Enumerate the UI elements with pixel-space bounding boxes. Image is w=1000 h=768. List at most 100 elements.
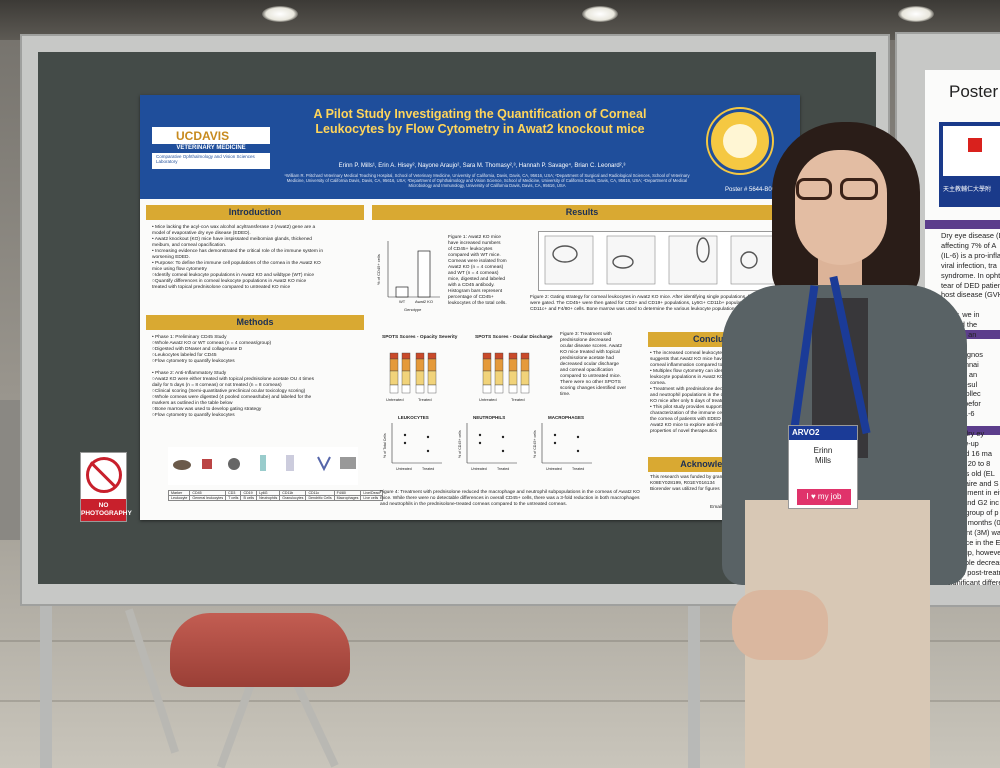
stacked-bar-segment xyxy=(482,384,492,394)
ceiling-light xyxy=(262,6,298,22)
red-cross-icon xyxy=(968,138,982,152)
marker-cell: General leukocytes xyxy=(189,495,227,501)
conclusions-line: properties of novel therapeutics xyxy=(650,429,717,434)
conclusions-line: • Multiplex flow cytometry can identify xyxy=(650,369,730,374)
methods-line: daily for 5 days (n = 8 corneas) or not … xyxy=(152,383,282,388)
stacked-bar-segment xyxy=(494,358,504,372)
stacked-bar-segment xyxy=(415,370,425,386)
gating-plot xyxy=(606,235,656,285)
methods-heading: Methods xyxy=(146,315,364,330)
workflow-svg xyxy=(173,455,356,472)
conclusions-line: corneal inflammation compared to WT xyxy=(650,363,732,368)
intro-line: worsening EDED. xyxy=(152,255,190,260)
fig4-point xyxy=(403,433,407,437)
fig2-gating-plots xyxy=(538,231,792,291)
poster-number: Poster # 5644-B0027 xyxy=(725,187,782,193)
second-poster-title: Poster xyxy=(949,82,999,101)
fig4-untreated-label: Untreated xyxy=(471,467,487,471)
fig1-caption: Figure 1: Awat2 KO mice have increased nu… xyxy=(448,235,526,307)
second-poster-line: host disease (GVH xyxy=(941,290,1000,300)
intro-line: meibum, and corneal opacification. xyxy=(152,243,227,248)
glasses-right-lens xyxy=(840,178,878,200)
spots-opacity-title: SPOTS Scores - Opacity Severity xyxy=(382,335,458,340)
hospital-logo-emblem xyxy=(943,126,1000,176)
spots-discharge-title: SPOTS Scores - Ocular Discharge xyxy=(475,335,553,340)
presenter-hands xyxy=(732,590,828,660)
fig4-point xyxy=(576,435,580,439)
no-photo-line-1: NO xyxy=(98,502,109,509)
gating-population xyxy=(696,237,710,263)
flow-cytometer-icon xyxy=(340,457,356,469)
fig3-caption-line: time. xyxy=(560,392,571,397)
second-poster-line: Dry eye disease (D xyxy=(941,231,1000,240)
marker-cell: Dendritic Cells xyxy=(305,495,335,501)
email-label: Email xyxy=(710,505,722,510)
conclusions-line: • This pilot study provides support for … xyxy=(650,405,744,410)
poster-header: UCDAVIS VETERINARY MEDICINE Comparative … xyxy=(140,95,800,199)
section-band xyxy=(925,220,1000,229)
fig4-caption: Figure 4: Treatment with prednisolone re… xyxy=(380,490,640,507)
stacked-bar-segment xyxy=(427,384,437,394)
fig1-caption-line: percentage of CD45+ xyxy=(448,295,494,300)
eye-icon xyxy=(228,458,240,470)
fig1-bar-chart: WT Awat2 KO Genotype % of CD45+ cells xyxy=(376,241,440,312)
untreated-label: Untreated xyxy=(479,397,497,402)
antibody-icon xyxy=(317,456,331,472)
second-poster-line: viral infection, tra xyxy=(941,260,997,270)
intro-line: • Increasing evidence has demonstrated t… xyxy=(152,249,323,254)
fig1-caption-line: of CD45+ leukocytes xyxy=(448,247,493,252)
badge-last-name: Mills xyxy=(815,456,831,465)
conclusions-line: the cornea of patients with EDED xyxy=(650,417,721,422)
intro-line: ○Identify corneal leukocyte populations … xyxy=(152,273,314,278)
fig4-point xyxy=(553,433,557,437)
conclusions-line: KO mice after only 5 days of treatment xyxy=(650,399,732,404)
second-poster-line: affecting 7% of A xyxy=(941,240,997,250)
fig1-bar-wt xyxy=(395,286,409,298)
fig1-label-ko: Awat2 KO xyxy=(415,299,433,304)
ceiling-light xyxy=(898,6,934,22)
vet-medicine-label: VETERINARY MEDICINE xyxy=(152,144,270,153)
fig3-caption-line: prednisolone decreased xyxy=(560,338,612,343)
fig4-panel-title: LEUKOCYTES xyxy=(398,415,429,420)
gating-population xyxy=(740,251,758,269)
gating-plot xyxy=(668,235,718,285)
fig4-point xyxy=(478,433,482,437)
fig4-treated-label: Treated xyxy=(572,467,584,471)
fig4-point xyxy=(501,449,505,453)
spots-discharge-chart: Untreated Treated xyxy=(479,352,530,402)
no-camera-icon xyxy=(86,457,122,493)
intro-line: • Mice lacking the acyl-coA wax alcohol … xyxy=(152,225,316,230)
methods-line: ○Leukocytes labeled for CD45 xyxy=(152,353,217,358)
badge-first-name: Erinn xyxy=(813,446,833,455)
poster-authors: Erinn P. Mills¹, Erin A. Hisey², Nayone … xyxy=(338,163,626,169)
fig3-caption: Figure 3: Treatment with prednisolone dec… xyxy=(560,332,642,398)
second-poster-line: ars at 0 months (0 xyxy=(941,518,1000,528)
poster-title-line-2: Leukocytes by Flow Cytometry in Awat2 kn… xyxy=(315,122,645,136)
marker-cell: T cells xyxy=(225,495,242,501)
marker-table: Marker CD45 CD3 CD19 Ly6G CD11b CD11c F4/80 Live… xyxy=(167,490,383,501)
conclusions-line: characterization of the immune cells in xyxy=(650,411,732,416)
hospital-logo-text: 天主教輔仁大學附 xyxy=(943,187,992,193)
fig1-caption-line: Histogram bars represent xyxy=(448,289,503,294)
badge-ribbon: I ♥ my job xyxy=(797,489,851,505)
fig3-caption-line: scoring changes identified over xyxy=(560,386,627,391)
marker-cell: Live cells xyxy=(360,495,383,501)
stacked-bar-segment xyxy=(494,352,504,360)
stacked-bar-segment xyxy=(520,352,530,360)
fig1-label-wt: WT xyxy=(399,299,406,304)
name-badge: ARVO2 Erinn Mills I ♥ my job xyxy=(788,425,858,509)
intro-line: • Awat2 knockout (KO) mice have inspissa… xyxy=(152,237,312,242)
stacked-bar-segment xyxy=(389,370,399,386)
stacked-bar-segment xyxy=(520,358,530,372)
poster-title: A Pilot Study Investigating the Quantifi… xyxy=(270,107,690,137)
second-poster-line: difference in the ELI xyxy=(941,537,1000,547)
conclusions-line: Awat2 KO mice to explore anti-inflammato… xyxy=(650,423,744,428)
methods-line: ○Clinical scoring (Semi-quantitative pre… xyxy=(152,389,306,394)
methods-text: • Phase 1: Preliminary CD45 Study ○Whole… xyxy=(152,335,366,419)
fig3-caption-line: compared to untreated mice. xyxy=(560,374,622,379)
conclusions-line: • Treatment with prednisolone decreased xyxy=(650,387,738,392)
stacked-bar-segment xyxy=(482,352,492,360)
second-poster-line: the G1 group of p xyxy=(941,508,999,518)
ack-line: K08EY028199, R01EY016134 xyxy=(650,481,715,486)
poster-affiliations: ¹William R. Pritchard Veterinary Medical… xyxy=(284,173,690,189)
